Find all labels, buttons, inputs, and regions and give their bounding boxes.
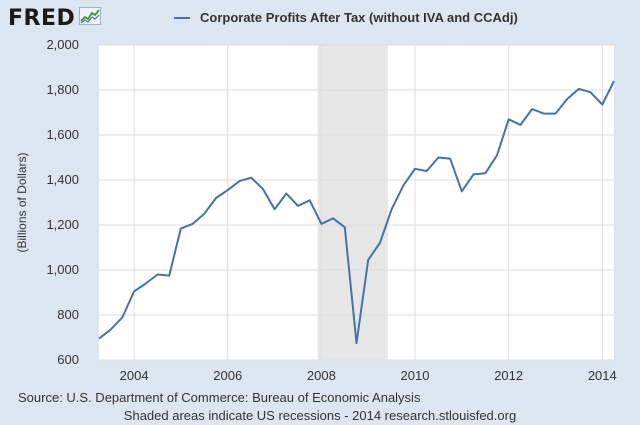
x-tick-label: 2004 [120, 368, 149, 383]
data-point [237, 179, 241, 183]
recession-note: Shaded areas indicate US recessions - 20… [123, 408, 517, 423]
y-tick-label: 800 [57, 307, 79, 322]
source-note: Source: U.S. Department of Commerce: Bur… [18, 390, 421, 405]
y-axis-label: (Billions of Dollars) [15, 152, 29, 252]
legend-label: Corporate Profits After Tax (without IVA… [200, 10, 518, 25]
y-tick-label: 1,800 [46, 82, 79, 97]
data-point [156, 273, 160, 277]
data-point [261, 187, 265, 191]
series-layer [97, 79, 616, 345]
data-point [97, 337, 101, 341]
data-point [308, 198, 312, 202]
data-point [296, 204, 300, 208]
data-point [448, 157, 452, 161]
x-tick-label: 2008 [307, 368, 336, 383]
data-point [483, 171, 487, 175]
data-point [378, 241, 382, 245]
data-point [530, 107, 534, 111]
gridlines [99, 44, 614, 361]
data-point [343, 225, 347, 229]
y-tick-label: 2,000 [46, 37, 79, 52]
line-chart-icon [79, 7, 102, 30]
data-point [612, 79, 616, 83]
data-point [273, 207, 277, 211]
y-tick-label: 1,200 [46, 217, 79, 232]
data-point [179, 226, 183, 230]
data-point [390, 207, 394, 211]
x-tick-label: 2012 [494, 368, 523, 383]
chart-legend: Corporate Profits After Tax (without IVA… [174, 10, 518, 25]
y-tick-label: 1,600 [46, 127, 79, 142]
x-tick-label: 2006 [213, 368, 242, 383]
data-point [495, 153, 499, 157]
data-point [331, 216, 335, 220]
data-point [436, 156, 440, 160]
data-point [366, 258, 370, 262]
axes: 600 800 1,000 1,200 1,400 1,600 1,800 2,000 2004… [46, 37, 616, 383]
data-point [132, 289, 136, 293]
y-tick-label: 1,000 [46, 262, 79, 277]
data-point [518, 123, 522, 127]
data-point [460, 189, 464, 193]
data-point [542, 112, 546, 116]
data-point [109, 328, 113, 332]
data-point [401, 184, 405, 188]
x-tick-label: 2010 [401, 368, 430, 383]
logo-text: FRED [8, 6, 76, 31]
fred-logo: FRED [8, 6, 102, 31]
data-point [226, 188, 230, 192]
data-point [249, 176, 253, 180]
data-point [507, 117, 511, 121]
data-point [202, 212, 206, 216]
data-point [413, 167, 417, 171]
data-point [284, 192, 288, 196]
legend-swatch [174, 16, 190, 19]
data-point [565, 97, 569, 101]
data-point [425, 169, 429, 173]
data-point [167, 274, 171, 278]
data-point [144, 282, 148, 286]
y-tick-label: 600 [57, 352, 79, 367]
data-point [472, 172, 476, 176]
data-point [214, 196, 218, 200]
data-point [120, 315, 124, 319]
data-point [355, 341, 359, 345]
y-tick-label: 1,400 [46, 172, 79, 187]
x-tick-label: 2014 [588, 368, 617, 383]
data-point [577, 87, 581, 91]
series-line [98, 80, 615, 345]
data-point [319, 222, 323, 226]
data-point [589, 90, 593, 94]
data-point [191, 222, 195, 226]
data-point [553, 112, 557, 116]
data-point [600, 103, 604, 107]
